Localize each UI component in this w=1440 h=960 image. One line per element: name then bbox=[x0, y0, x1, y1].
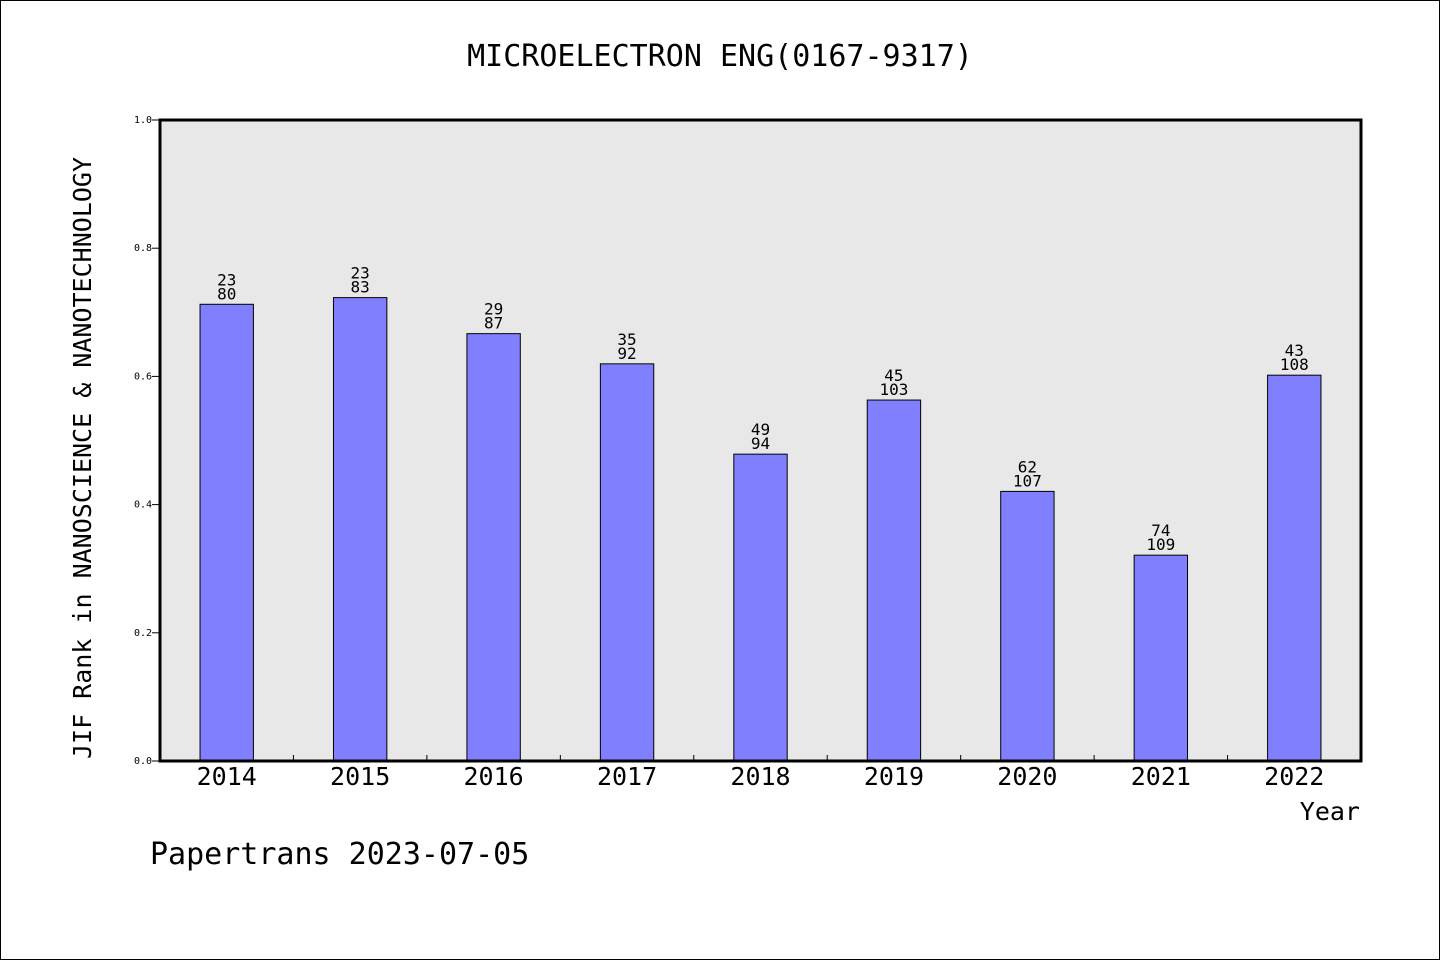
bar-2017 bbox=[599, 363, 655, 762]
x-tick-label: 2015 bbox=[330, 762, 390, 791]
plot-border bbox=[158, 118, 1363, 763]
x-tick-label: 2014 bbox=[197, 762, 257, 791]
bar-2016 bbox=[466, 333, 521, 762]
x-tick-label: 2018 bbox=[730, 762, 790, 791]
bar-2015 bbox=[332, 297, 388, 762]
y-tick-label: 0.4 bbox=[134, 500, 152, 511]
y-tick-label: 0.8 bbox=[134, 243, 152, 254]
bar-2021 bbox=[1133, 554, 1189, 762]
bars bbox=[199, 297, 1322, 762]
chart-title: MICROELECTRON ENG(0167-9317) bbox=[467, 39, 973, 74]
bar-2014 bbox=[199, 303, 254, 762]
bar-label-total: 94 bbox=[751, 434, 770, 453]
bar-2022 bbox=[1267, 374, 1322, 762]
bar-label-rank: 49 bbox=[751, 420, 770, 439]
bar-label-rank: 74 bbox=[1151, 521, 1170, 540]
x-tick-label: 2022 bbox=[1264, 762, 1324, 791]
y-tick-labels: 0.0 0.2 0.4 0.6 0.8 1.0 bbox=[134, 115, 160, 767]
y-tick-label: 0.0 bbox=[134, 756, 152, 767]
y-tick-label: 1.0 bbox=[134, 115, 152, 126]
bar-2018 bbox=[733, 453, 788, 762]
bar-label-rank: 23 bbox=[351, 264, 370, 283]
bar-2019 bbox=[866, 399, 922, 762]
bar-label-rank: 43 bbox=[1285, 341, 1304, 360]
bar-label-rank: 62 bbox=[1018, 457, 1037, 476]
bar-label-total: 109 bbox=[1146, 535, 1175, 554]
bar-label-total: 92 bbox=[617, 344, 636, 363]
bar-label-total: 108 bbox=[1280, 355, 1309, 374]
bar-label-total: 87 bbox=[484, 314, 503, 333]
bar-label-rank: 29 bbox=[484, 300, 503, 319]
y-tick-label: 0.6 bbox=[134, 371, 152, 382]
bar-label-rank: 45 bbox=[884, 366, 903, 385]
y-axis-label: JIF Rank in NANOSCIENCE & NANOTECHNOLOGY bbox=[68, 157, 97, 759]
bar-label-total: 107 bbox=[1013, 471, 1042, 490]
x-tick-label: 2021 bbox=[1131, 762, 1191, 791]
bar-label-total: 83 bbox=[351, 278, 370, 297]
x-tick-label: 2019 bbox=[864, 762, 924, 791]
x-axis-label: Year bbox=[1300, 797, 1360, 826]
bar-label-total: 80 bbox=[217, 284, 236, 303]
x-tick-label: 2020 bbox=[997, 762, 1057, 791]
bar-label-rank: 23 bbox=[217, 270, 236, 289]
footer-text: Papertrans 2023-07-05 bbox=[150, 837, 529, 872]
x-tick-label: 2016 bbox=[464, 762, 524, 791]
bar-label-total: 103 bbox=[879, 380, 908, 399]
x-tick-labels: 2014 2015 2016 2017 2018 2019 2020 2021 2022 bbox=[197, 755, 1324, 791]
bar-label-rank: 35 bbox=[617, 330, 636, 349]
x-tick-label: 2017 bbox=[597, 762, 657, 791]
y-tick-label: 0.2 bbox=[134, 628, 152, 639]
bar-2020 bbox=[1000, 490, 1055, 762]
